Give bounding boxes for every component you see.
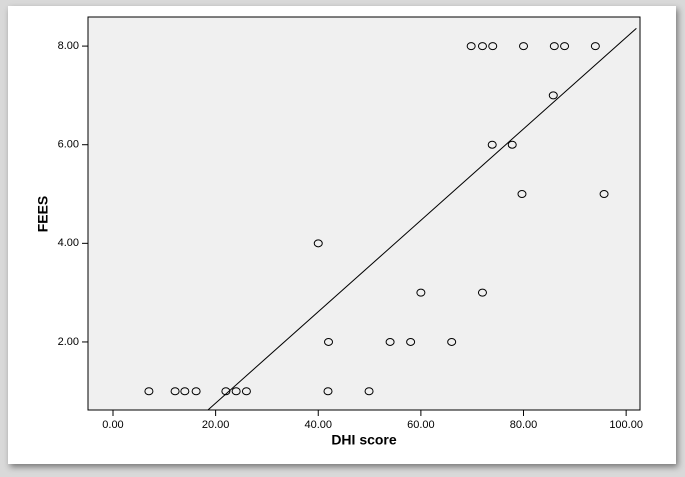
point — [231, 387, 241, 396]
point — [560, 42, 570, 51]
point — [364, 387, 374, 396]
point — [241, 387, 251, 396]
point — [385, 337, 395, 346]
point — [477, 42, 487, 51]
y-tick-label: 2.00 — [58, 336, 79, 348]
x-tick-label: 40.00 — [304, 419, 332, 431]
point — [221, 387, 231, 396]
x-tick-label: 0.00 — [102, 419, 123, 431]
x-tick-label: 80.00 — [510, 419, 538, 431]
x-tick-label: 20.00 — [202, 419, 230, 431]
point — [416, 288, 426, 297]
point — [180, 387, 190, 396]
point — [324, 337, 334, 346]
point — [488, 42, 498, 51]
y-tick-label: 6.00 — [58, 139, 79, 151]
point — [191, 387, 201, 396]
point — [447, 337, 457, 346]
point — [466, 42, 476, 51]
point — [170, 387, 180, 396]
y-tick-label: 4.00 — [58, 237, 79, 249]
point — [144, 387, 154, 396]
x-tick-label: 60.00 — [407, 419, 435, 431]
y-tick-label: 8.00 — [58, 40, 79, 52]
point — [517, 190, 527, 199]
point — [519, 42, 529, 51]
y-axis-label: FEES — [35, 196, 51, 233]
point — [323, 387, 333, 396]
regression-line — [207, 27, 637, 411]
point — [487, 140, 497, 149]
point — [313, 239, 323, 248]
point — [477, 288, 487, 297]
x-axis-label: DHI score — [331, 432, 397, 448]
point — [599, 190, 609, 199]
x-tick-label: 100.00 — [609, 419, 643, 431]
point — [590, 42, 600, 51]
point — [406, 337, 416, 346]
plot-area — [87, 16, 641, 411]
point — [507, 140, 517, 149]
point — [549, 42, 559, 51]
point — [548, 91, 558, 100]
